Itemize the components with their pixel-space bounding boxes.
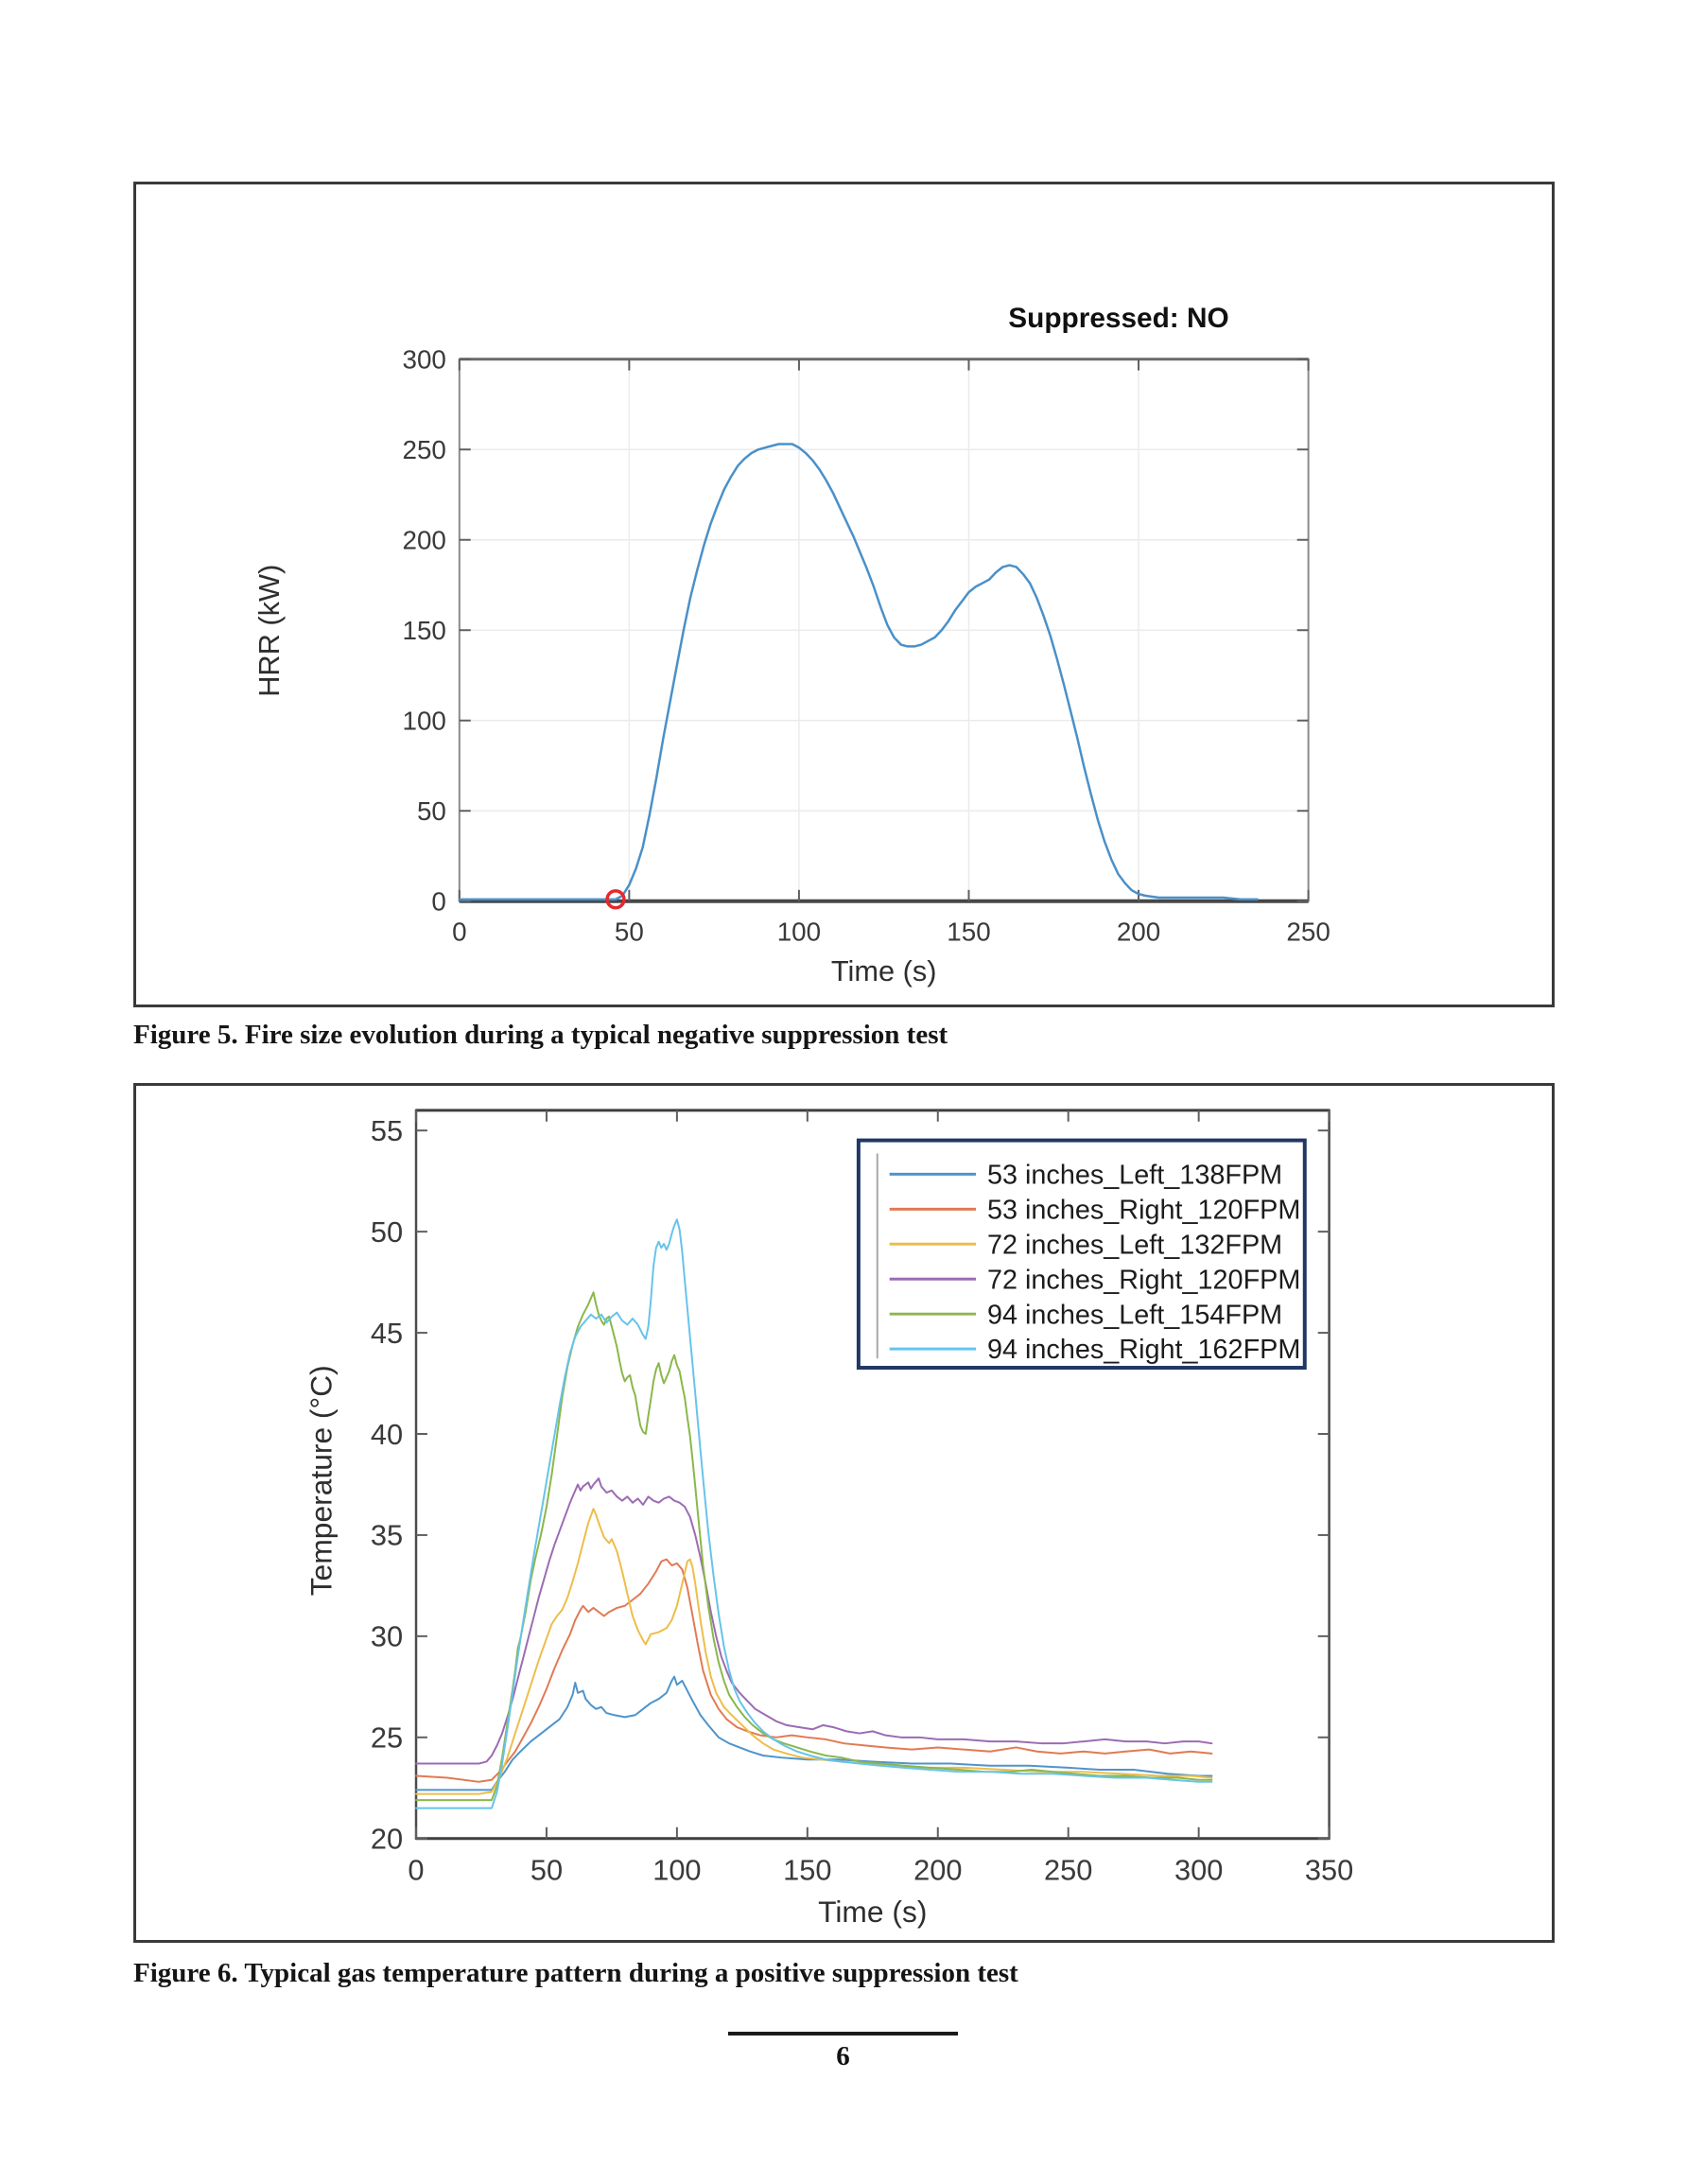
figure6-frame: 0 50 100 150 200 250 300 350 20 25 30 35 40 45 50 55 53 …: [133, 1083, 1555, 1943]
x-tick-label: 100: [652, 1853, 701, 1886]
x-tick-label: 200: [913, 1853, 962, 1886]
legend-item-label: 53 inches_Left_138FPM: [987, 1160, 1282, 1190]
x-tick-label: 100: [777, 917, 821, 946]
page-number: 6: [836, 2041, 850, 2071]
x-tick-label: 150: [947, 917, 990, 946]
chart-layer: 0 50 100 150 200 250 0 50 100 150 200 250 300: [403, 344, 1330, 946]
figure5-title: Suppressed: NO: [1008, 303, 1228, 334]
figure5-caption: Figure 5. Fire size evolution during a t…: [133, 1020, 948, 1050]
legend-item-label: 94 inches_Left_154FPM: [987, 1300, 1282, 1330]
figure6-y-axis-label: Temperature (°C): [304, 1365, 339, 1596]
y-tick-label: 40: [371, 1418, 403, 1451]
legend-item-label: 72 inches_Right_120FPM: [987, 1265, 1300, 1295]
x-tick-label: 250: [1044, 1853, 1092, 1886]
series-line: [415, 1675, 1213, 1791]
y-tick-label: 30: [371, 1620, 403, 1653]
y-tick-label: 0: [431, 886, 445, 916]
x-tick-label: 0: [408, 1853, 424, 1886]
figure5-chart: 0 50 100 150 200 250 0 50 100 150 200 250 300 Suppre…: [252, 303, 1330, 987]
series-line: [415, 1218, 1213, 1809]
y-tick-label: 35: [371, 1519, 403, 1552]
chart-layer: 0 50 100 150 200 250 300 350 20 25 30 35 40 45 50 55 53 …: [371, 1109, 1353, 1886]
y-tick-label: 200: [403, 525, 446, 554]
y-tick-label: 50: [371, 1215, 403, 1249]
x-tick-label: 300: [1174, 1853, 1223, 1886]
x-tick-label: 250: [1286, 917, 1330, 946]
y-tick-label: 25: [371, 1721, 403, 1755]
figure5-y-axis-label: HRR (kW): [252, 565, 286, 697]
x-tick-label: 150: [783, 1853, 831, 1886]
legend-box: [856, 1138, 1307, 1371]
figure6-chart: 0 50 100 150 200 250 300 350 20 25 30 35 40 45 50 55 53 …: [304, 1109, 1353, 1929]
series-line: [458, 443, 1260, 901]
figure5-x-axis-label: Time (s): [831, 954, 937, 987]
y-tick-label: 45: [371, 1317, 403, 1350]
y-tick-label: 50: [417, 796, 446, 826]
series-line: [415, 1291, 1213, 1802]
x-tick-label: 0: [452, 917, 466, 946]
x-tick-label: 350: [1305, 1853, 1353, 1886]
x-tick-label: 50: [615, 917, 644, 946]
y-tick-label: 55: [371, 1114, 403, 1147]
footer-rule: [728, 2032, 958, 2035]
legend-item-label: 94 inches_Right_162FPM: [987, 1335, 1300, 1365]
y-tick-label: 300: [403, 344, 446, 374]
figure6-x-axis-label: Time (s): [818, 1895, 927, 1929]
series-line: [415, 1558, 1213, 1783]
y-tick-label: 20: [371, 1822, 403, 1855]
y-tick-label: 100: [403, 706, 446, 735]
legend-item-label: 53 inches_Right_120FPM: [987, 1195, 1300, 1225]
y-tick-label: 250: [403, 435, 446, 464]
ignition-marker: [605, 889, 626, 910]
figure6-caption: Figure 6. Typical gas temperature patter…: [133, 1958, 1018, 1988]
series-line: [415, 1477, 1213, 1765]
x-tick-label: 50: [530, 1853, 563, 1886]
x-tick-label: 200: [1117, 917, 1160, 946]
figure5-frame: 0 50 100 150 200 250 0 50 100 150 200 250 300 Suppre…: [133, 182, 1555, 1007]
y-tick-label: 150: [403, 616, 446, 645]
legend-item-label: 72 inches_Left_132FPM: [987, 1230, 1282, 1260]
